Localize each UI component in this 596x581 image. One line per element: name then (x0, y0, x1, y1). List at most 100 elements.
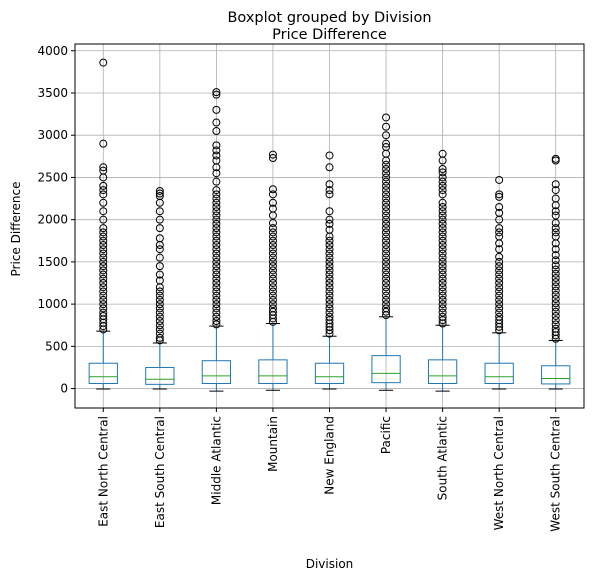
outlier-point (495, 291, 504, 300)
outlier-point (155, 291, 164, 300)
y-tick-label: 1000 (37, 297, 68, 311)
outlier-point (325, 312, 334, 321)
outlier-point (551, 307, 560, 316)
outlier-point (495, 300, 504, 309)
outlier-point (382, 270, 391, 279)
outlier-point (551, 269, 560, 278)
outlier-point (382, 181, 391, 190)
boxes-layer (88, 58, 571, 392)
outlier-point (212, 312, 221, 321)
outlier-point (382, 160, 391, 169)
box-group (427, 149, 458, 392)
outlier-point (155, 270, 164, 279)
outlier-point (212, 141, 221, 150)
outlier-point (495, 252, 504, 261)
outlier-point (268, 262, 277, 271)
outlier-point (268, 274, 277, 283)
outlier-point (155, 325, 164, 334)
outlier-point (325, 283, 334, 292)
outlier-point (325, 266, 334, 275)
x-axis-label: Division (306, 557, 354, 571)
outlier-point (551, 316, 560, 325)
outlier-point (551, 211, 560, 220)
outlier-point (438, 266, 447, 275)
outlier-point (212, 266, 221, 275)
outlier-point (382, 202, 391, 211)
outlier-point (99, 279, 108, 288)
outlier-point (438, 249, 447, 258)
outlier-point (382, 300, 391, 309)
outlier-point (325, 304, 334, 313)
outlier-point (268, 291, 277, 300)
outlier-point (495, 316, 504, 325)
outlier-point (551, 232, 560, 241)
outlier-point (99, 163, 108, 172)
box-group (88, 58, 118, 390)
outlier-point (551, 290, 560, 299)
outlier-point (551, 207, 560, 216)
outlier-point (99, 253, 108, 262)
outlier-point (382, 194, 391, 203)
outlier-point (551, 224, 560, 233)
outlier-point (438, 207, 447, 216)
iqr-box (541, 365, 571, 385)
outlier-point (551, 194, 560, 203)
outlier-point (382, 241, 391, 250)
outlier-point (438, 245, 447, 254)
outlier-point (551, 245, 560, 254)
outlier-point (268, 241, 277, 250)
outlier-point (382, 295, 391, 304)
outlier-point (212, 308, 221, 317)
outlier-point (268, 204, 277, 213)
outlier-point (551, 273, 560, 282)
outlier-point (212, 253, 221, 262)
outlier-point (551, 286, 560, 295)
outlier-point (551, 299, 560, 308)
outlier-point (438, 236, 447, 245)
outlier-point (325, 316, 334, 325)
outlier-point (268, 150, 277, 159)
outlier-point (382, 291, 391, 300)
outlier-point (99, 266, 108, 275)
outlier-point (268, 185, 277, 194)
outlier-point (438, 279, 447, 288)
outlier-point (382, 232, 391, 241)
outlier-point (495, 312, 504, 321)
x-tick-label: West South Central (549, 416, 563, 532)
outlier-point (212, 207, 221, 216)
outlier-point (551, 282, 560, 291)
outlier-point (438, 202, 447, 211)
outlier-point (155, 245, 164, 254)
outlier-point (495, 224, 504, 233)
outlier-point (99, 295, 108, 304)
outlier-point (438, 304, 447, 313)
outlier-point (438, 173, 447, 182)
outlier-point (155, 300, 164, 309)
outlier-point (268, 228, 277, 237)
outlier-point (212, 228, 221, 237)
outlier-point (155, 287, 164, 296)
outlier-point (155, 304, 164, 313)
outlier-point (551, 278, 560, 287)
outlier-point (212, 291, 221, 300)
outlier-point (212, 236, 221, 245)
outlier-point (99, 283, 108, 292)
outlier-point (495, 257, 504, 266)
outlier-point (155, 186, 164, 195)
outlier-point (495, 228, 504, 237)
outlier-point (438, 257, 447, 266)
outlier-point (99, 249, 108, 258)
outlier-point (212, 194, 221, 203)
outlier-point (551, 186, 560, 195)
x-tick-label: Mountain (266, 416, 280, 472)
outlier-point (495, 304, 504, 313)
outlier-point (382, 131, 391, 140)
outlier-point (99, 241, 108, 250)
outlier-point (212, 90, 221, 99)
outlier-point (551, 180, 560, 189)
outlier-point (325, 225, 334, 234)
outlier-point (438, 241, 447, 250)
outlier-point (268, 307, 277, 316)
outlier-point (551, 154, 560, 163)
